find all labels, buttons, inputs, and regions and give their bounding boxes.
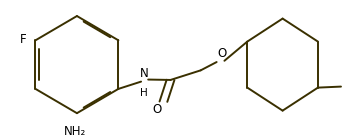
Text: H: H: [140, 88, 148, 98]
Text: O: O: [217, 47, 226, 60]
Text: NH₂: NH₂: [64, 125, 86, 138]
Text: F: F: [20, 33, 27, 46]
Text: N: N: [140, 67, 148, 80]
Text: O: O: [152, 103, 162, 116]
